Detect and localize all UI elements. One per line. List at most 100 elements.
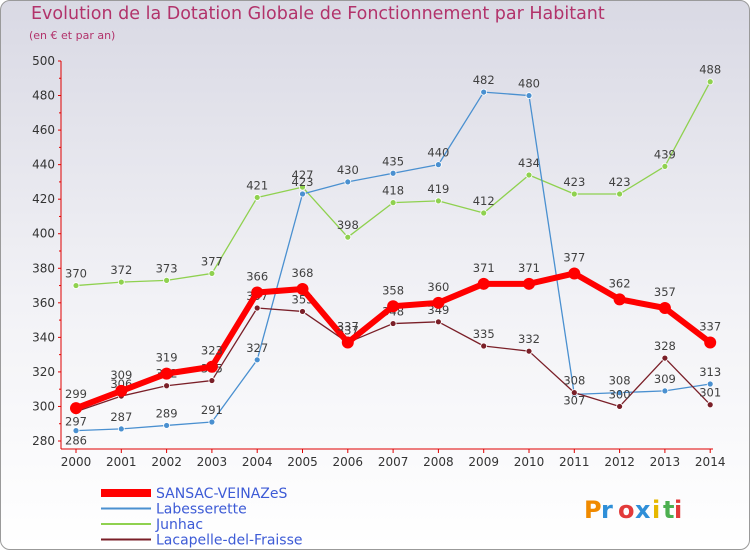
data-label: 357 (654, 285, 676, 299)
y-tick-label: 300 (32, 399, 55, 413)
data-point (434, 318, 442, 326)
data-label: 373 (156, 261, 178, 275)
x-tick-label: 2013 (650, 455, 681, 469)
data-point (616, 403, 623, 410)
data-label: 366 (246, 269, 268, 283)
data-point (341, 336, 354, 349)
data-point (253, 356, 261, 364)
y-tick-label: 400 (32, 227, 55, 241)
data-point (70, 402, 82, 415)
data-label: 430 (337, 163, 359, 177)
data-point (72, 427, 80, 435)
data-point (568, 267, 581, 280)
data-point (208, 377, 216, 384)
y-tick-label: 420 (32, 192, 55, 206)
y-tick-label: 500 (32, 54, 55, 68)
data-point (253, 304, 261, 312)
data-point (117, 278, 125, 286)
data-point (208, 270, 216, 277)
data-point (205, 360, 218, 373)
data-point (432, 296, 445, 309)
y-tick-label: 380 (32, 261, 55, 275)
data-label: 362 (609, 276, 631, 290)
data-point (434, 197, 442, 205)
y-tick-label: 280 (32, 434, 55, 448)
data-point (480, 342, 488, 350)
data-label: 313 (699, 365, 721, 379)
data-label: 307 (563, 393, 585, 407)
data-label: 377 (201, 254, 223, 268)
data-point (477, 277, 490, 290)
data-point (704, 336, 717, 349)
x-tick-label: 2008 (423, 455, 454, 469)
data-label: 286 (65, 434, 87, 448)
data-point (525, 92, 533, 99)
data-point (570, 190, 578, 198)
data-label: 309 (110, 368, 132, 382)
data-point (296, 283, 309, 295)
y-tick-label: 320 (32, 365, 55, 379)
data-point (208, 418, 216, 426)
x-tick-label: 2011 (559, 455, 590, 469)
data-point (613, 293, 626, 306)
data-point (163, 382, 171, 390)
data-label: 308 (609, 374, 631, 388)
data-label: 434 (518, 156, 540, 170)
data-point (706, 78, 714, 86)
y-tick-label: 340 (32, 330, 55, 344)
data-label: 308 (563, 374, 585, 388)
data-label: 371 (473, 261, 495, 275)
x-tick-label: 2010 (514, 455, 545, 469)
data-point (658, 302, 671, 314)
data-point (251, 286, 264, 299)
y-tick-label: 460 (32, 123, 55, 137)
data-label: 419 (427, 182, 449, 196)
data-point (616, 190, 623, 198)
data-point (72, 282, 80, 289)
data-point (434, 161, 442, 169)
data-point (706, 380, 714, 388)
data-label: 440 (427, 146, 449, 160)
data-point (299, 183, 306, 191)
data-point (706, 401, 714, 409)
data-point (253, 194, 261, 201)
data-point (299, 190, 306, 198)
data-label: 398 (337, 218, 359, 232)
legend-label: Labesserette (156, 502, 247, 518)
data-label: 337 (699, 320, 721, 334)
legend-label: Junhac (155, 517, 203, 533)
logo-letter: x (635, 496, 651, 524)
logo-letter: i (652, 496, 660, 524)
data-label: 319 (156, 351, 178, 365)
data-label: 423 (292, 175, 314, 189)
data-point (344, 178, 352, 186)
series-junhac: 370 372 373 377 421 427 398 418 419 412 434 423 423 4… (65, 63, 721, 289)
data-label: 480 (518, 77, 540, 91)
data-label: 301 (699, 386, 721, 400)
data-label: 337 (337, 320, 359, 334)
data-point (163, 422, 171, 429)
data-point (661, 387, 669, 395)
x-tick-label: 2005 (287, 455, 318, 469)
data-label: 435 (382, 154, 404, 168)
data-label: 423 (563, 175, 585, 189)
data-point (480, 88, 488, 96)
data-label: 418 (382, 184, 404, 198)
data-point (480, 209, 488, 217)
data-point (616, 389, 623, 397)
data-label: 289 (156, 406, 178, 420)
data-label: 371 (518, 261, 540, 275)
x-axis-ticks: 2000 2001 2002 2003 2004 2005 2006 2007 2008 2009… (61, 449, 725, 469)
logo-letter: t (663, 496, 674, 524)
data-label: 439 (654, 147, 676, 161)
x-tick-label: 2003 (197, 455, 228, 469)
data-label: 372 (110, 263, 132, 277)
data-point (525, 171, 533, 179)
data-label: 323 (201, 344, 223, 358)
logo-letter: i (674, 496, 682, 524)
data-label: 309 (654, 372, 676, 386)
